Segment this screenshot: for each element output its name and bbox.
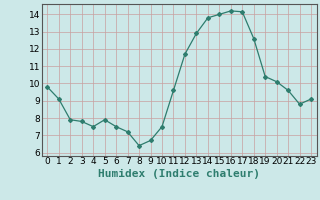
X-axis label: Humidex (Indice chaleur): Humidex (Indice chaleur) — [98, 169, 260, 179]
